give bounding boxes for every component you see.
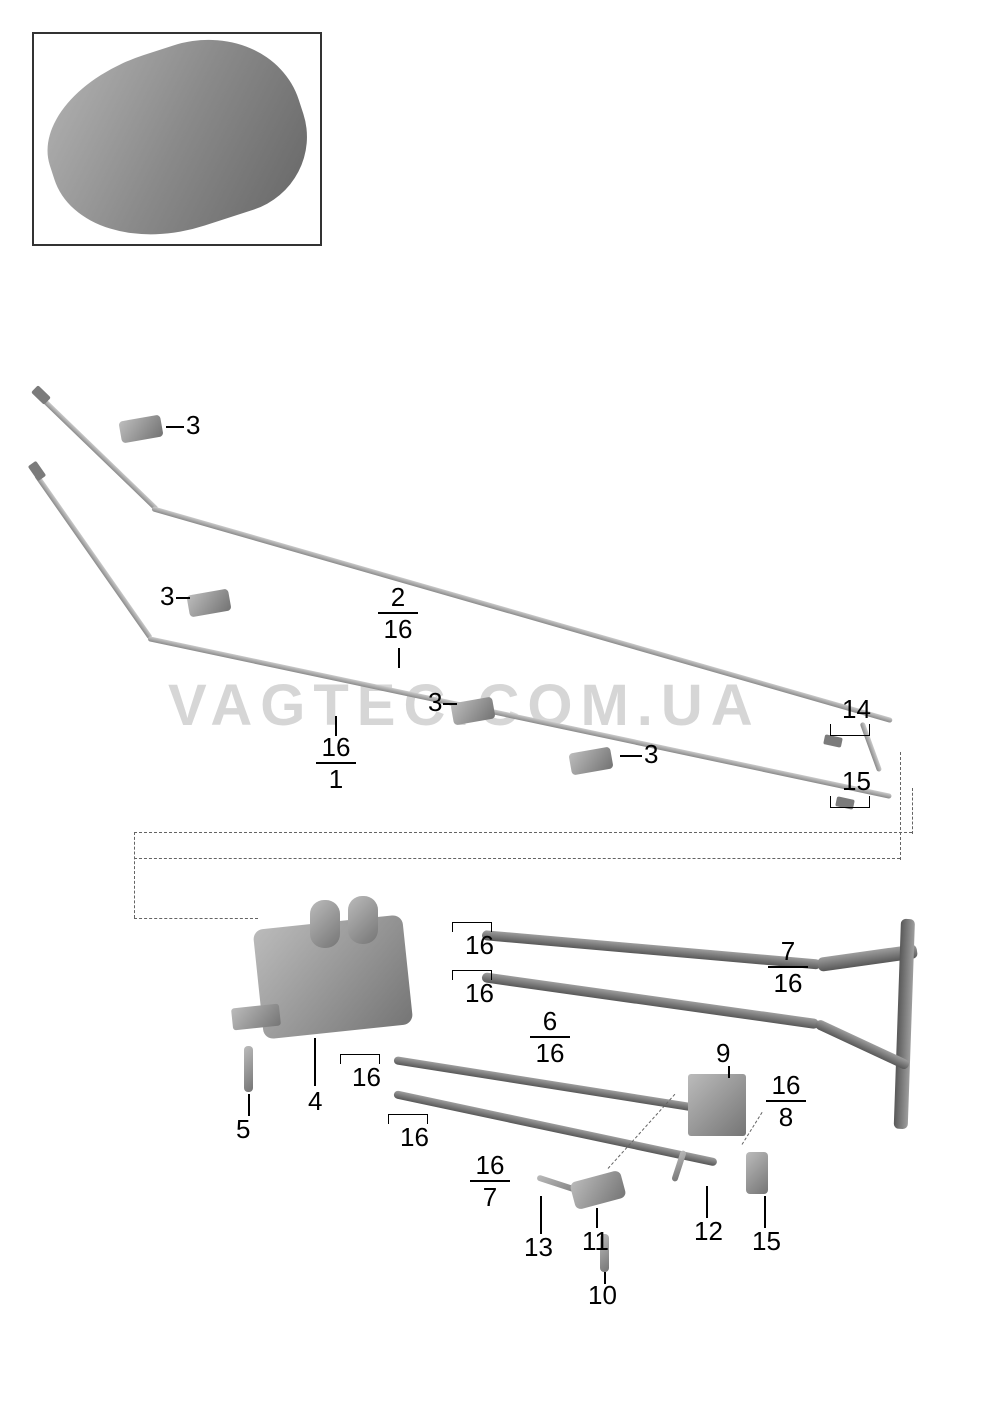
label-8-stack: 7 16 bbox=[768, 938, 808, 996]
label-14: 13 bbox=[524, 1232, 553, 1263]
bracket-16d bbox=[452, 970, 492, 980]
label-16e: 16 bbox=[352, 1062, 381, 1093]
label-3d: 3 bbox=[644, 739, 658, 770]
leader-1 bbox=[335, 716, 337, 736]
label-3a: 3 bbox=[186, 410, 200, 441]
label-7-stack: 16 7 bbox=[470, 1152, 510, 1210]
leader-2 bbox=[398, 648, 400, 668]
label-10: 9 bbox=[716, 1038, 730, 1069]
leader-11 bbox=[604, 1272, 606, 1284]
label-16a: 14 bbox=[842, 694, 871, 725]
label-3c: 3 bbox=[428, 687, 442, 718]
bracket-16c bbox=[452, 922, 492, 932]
clip-3-d bbox=[568, 747, 613, 776]
label-11: 10 bbox=[588, 1280, 617, 1311]
bracket-16a bbox=[830, 724, 870, 736]
leader-3d bbox=[620, 755, 642, 757]
label-16d: 16 bbox=[465, 978, 494, 1009]
leader-5 bbox=[248, 1094, 250, 1116]
label-16f: 16 bbox=[400, 1122, 429, 1153]
distributor-block bbox=[688, 1074, 746, 1136]
dash-12 bbox=[608, 1094, 676, 1169]
leader-3a bbox=[166, 426, 184, 428]
pipe-1 bbox=[34, 473, 153, 640]
dash-box-right bbox=[912, 788, 913, 834]
leader-3c bbox=[443, 703, 457, 705]
label-9-stack: 16 8 bbox=[766, 1072, 806, 1130]
dash-to-pump bbox=[134, 918, 258, 919]
leader-12 bbox=[596, 1208, 598, 1228]
label-5: 5 bbox=[236, 1114, 250, 1145]
bracket-16b bbox=[830, 796, 870, 808]
dash-box-left bbox=[134, 832, 135, 918]
label-3b: 3 bbox=[160, 581, 174, 612]
bracket-16f bbox=[388, 1114, 428, 1124]
label-12: 11 bbox=[582, 1226, 609, 1257]
clip-3-a bbox=[118, 415, 163, 444]
label-13: 12 bbox=[694, 1216, 723, 1247]
connector-tl-2 bbox=[28, 461, 47, 481]
bracket-16e bbox=[340, 1054, 380, 1064]
pump-cyl1 bbox=[310, 900, 340, 948]
label-4: 4 bbox=[308, 1086, 322, 1117]
label-16c: 16 bbox=[465, 930, 494, 961]
label-2-stack: 2 16 bbox=[378, 584, 418, 642]
connector-top-1 bbox=[823, 734, 843, 748]
leader-14 bbox=[540, 1196, 542, 1234]
label-1-stack: 16 1 bbox=[316, 734, 356, 792]
leader-3b bbox=[176, 597, 190, 599]
label-16b: 15 bbox=[842, 766, 871, 797]
bracket-12 bbox=[569, 1170, 626, 1211]
pipe-2 bbox=[40, 397, 159, 512]
label-15: 1415 bbox=[752, 1226, 781, 1257]
clip-3-b bbox=[186, 589, 231, 618]
label-6-stack: 6 16 bbox=[530, 1008, 570, 1066]
pump-cyl2 bbox=[348, 896, 378, 944]
dash-box-2 bbox=[134, 858, 900, 859]
leader-13 bbox=[706, 1186, 708, 1218]
inset-frame bbox=[32, 32, 322, 246]
leader-4 bbox=[314, 1038, 316, 1086]
bolt-5 bbox=[244, 1046, 253, 1092]
car-illustration bbox=[27, 13, 328, 264]
dash-box-2r bbox=[900, 752, 901, 860]
leader-10 bbox=[728, 1066, 730, 1078]
leader-15 bbox=[764, 1196, 766, 1228]
dash-box-top bbox=[134, 832, 912, 833]
clip-15 bbox=[746, 1152, 768, 1194]
